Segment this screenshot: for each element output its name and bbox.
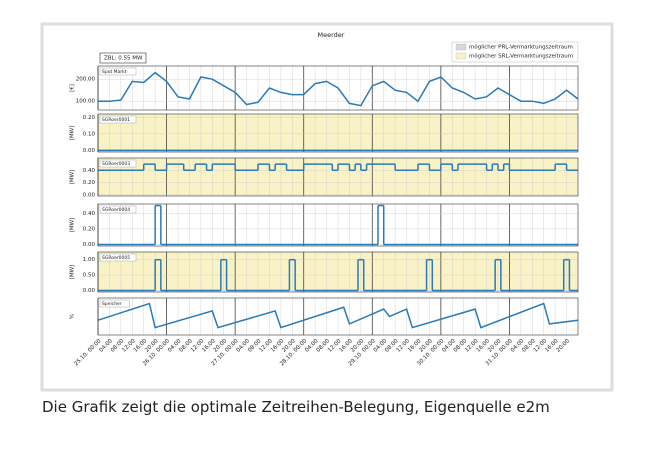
panel-label-box: [99, 159, 137, 168]
y-axis-label: [€]: [70, 84, 76, 92]
series-line: [98, 71, 579, 107]
panel-label: SGRoer0005: [102, 255, 130, 261]
panel-label-box: [99, 115, 137, 124]
panel-label-box: [99, 205, 137, 214]
y-tick-label: 0.50: [83, 273, 96, 279]
chart: Meerder ZBL: 0.55 MW möglicher PRL-Verma…: [40, 22, 614, 392]
panel-border: [97, 157, 579, 197]
legend-swatch: [455, 43, 467, 51]
y-tick-label: 1.00: [83, 257, 96, 263]
y-tick-label: 0.00: [83, 288, 96, 294]
y-tick-label: 0.40: [83, 211, 96, 217]
legend-label: möglicher SRL-Vermarktungszeitraum: [469, 54, 573, 60]
caption: Die Grafik zeigt die optimale Zeitreihen…: [42, 398, 550, 416]
panel-border: [97, 65, 579, 111]
y-tick-label: 0.20: [83, 180, 96, 186]
y-tick-label: 0.00: [83, 242, 96, 248]
y-tick-label: 0.20: [83, 115, 96, 121]
series-line: [97, 302, 579, 329]
panel-label: SGRoer0003: [102, 161, 130, 167]
y-axis-label: [MW]: [70, 218, 76, 232]
y-tick-label: 0.00: [83, 192, 96, 198]
panel-label: SGRoer0001: [102, 117, 130, 123]
y-axis-label: [MW]: [70, 265, 76, 279]
panel-label-box: [99, 253, 137, 262]
panel-label: Spot Markt: [102, 69, 127, 75]
annotation: ZBL: 0.55 MW: [104, 56, 143, 62]
legend-label: möglicher PRL-Vermarktungszeitraum: [469, 45, 573, 51]
panel-border: [97, 203, 579, 247]
y-tick-label: 200.00: [76, 77, 96, 83]
y-axis-label: [MW]: [70, 170, 76, 184]
chart-title: Meerder: [318, 31, 345, 39]
y-tick-label: 0.40: [83, 168, 96, 174]
panel-label: Speicher: [102, 301, 122, 307]
y-tick-label: 0.20: [83, 226, 96, 232]
y-tick-label: 0.10: [83, 131, 96, 137]
panel-label-box: [99, 299, 130, 308]
legend-box: [451, 41, 579, 63]
panel-border: [97, 251, 579, 293]
legend-swatch: [455, 52, 467, 60]
y-tick-label: 0.00: [83, 148, 96, 154]
y-axis-label: %: [70, 314, 76, 319]
y-tick-label: 100.00: [76, 99, 96, 105]
panel-label: SGRoer0004: [102, 207, 130, 213]
panel-border: [97, 297, 579, 336]
panel-label-box: [99, 67, 137, 76]
annotation-box: [99, 52, 147, 64]
y-axis-label: [MW]: [70, 126, 76, 140]
panel-border: [97, 113, 579, 153]
